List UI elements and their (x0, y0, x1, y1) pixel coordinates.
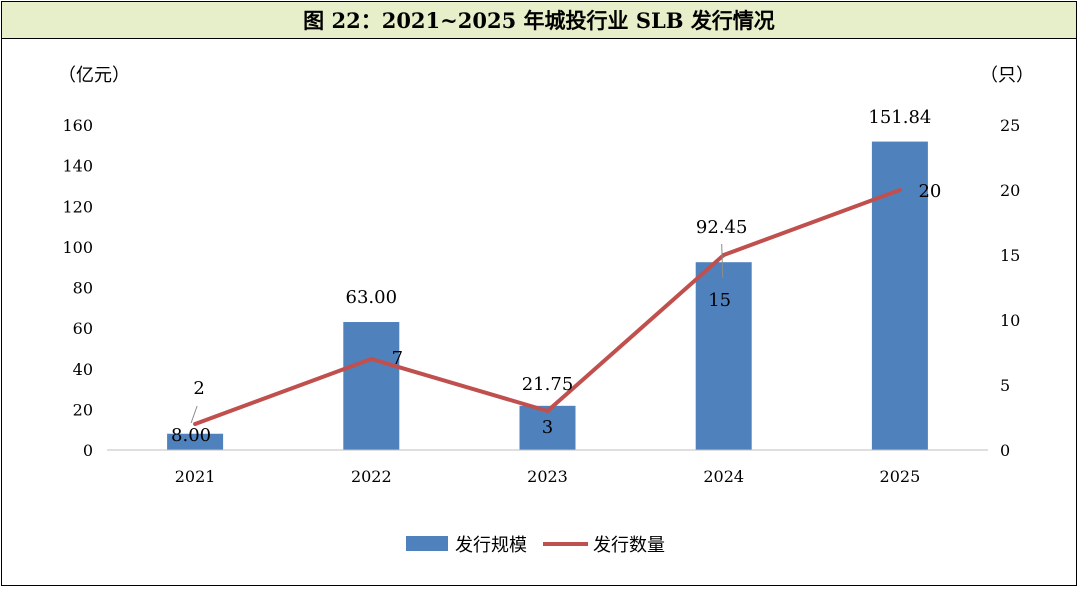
left-axis-tick-label: 40 (73, 360, 93, 379)
line-series (193, 188, 902, 426)
right-axis-tick-label: 25 (1000, 116, 1020, 135)
x-axis-tick-label: 2025 (880, 467, 921, 486)
x-axis-tick-label: 2021 (175, 467, 216, 486)
right-axis-tick-label: 15 (1000, 246, 1020, 265)
line-data-label: 3 (542, 417, 553, 438)
line-data-label: 2 (193, 378, 204, 399)
line-data-label: 20 (918, 181, 941, 202)
bar (343, 322, 400, 450)
line-point (193, 422, 198, 426)
left-axis-tick-label: 140 (62, 157, 93, 176)
legend-label-line: 发行数量 (593, 535, 665, 556)
leader-line (721, 243, 724, 279)
left-axis-tick-label: 20 (73, 400, 93, 419)
bar (167, 433, 224, 450)
left-axis-tick-label: 120 (62, 197, 93, 216)
right-axis-tick-label: 5 (1000, 376, 1010, 395)
line-point (897, 188, 902, 192)
line-data-labels: 2 7 3 15 20 (190, 181, 941, 438)
left-axis-tick-label: 160 (62, 116, 93, 135)
right-axis-unit: （只） (980, 65, 1034, 86)
right-axis-tick-label: 10 (1000, 311, 1020, 330)
line-point (721, 253, 726, 257)
x-axis: 2021 2022 2023 2024 2025 (175, 467, 921, 486)
bar-data-label: 151.84 (868, 107, 931, 128)
bar-data-label: 8.00 (171, 425, 211, 446)
left-axis-unit: （亿元） (58, 65, 130, 86)
line-point (369, 357, 374, 361)
left-axis-tick-label: 0 (83, 441, 93, 460)
legend: 发行规模 发行数量 (406, 535, 665, 556)
x-axis-tick-label: 2022 (351, 467, 392, 486)
left-axis-tick-label: 60 (73, 319, 93, 338)
left-axis-tick-label: 80 (73, 279, 93, 298)
bar-data-label: 63.00 (346, 287, 398, 308)
right-axis-tick-label: 20 (1000, 181, 1020, 200)
right-axis-tick-label: 0 (1000, 441, 1010, 460)
bar (871, 141, 928, 450)
bar-data-label: 92.45 (696, 217, 748, 238)
legend-label-bar: 发行规模 (455, 535, 527, 556)
right-axis: 0 5 10 15 20 25 (1000, 116, 1020, 460)
legend-swatch-bar (406, 536, 448, 551)
bar-data-label: 21.75 (522, 374, 574, 395)
line-data-label: 15 (708, 290, 731, 311)
bar-series (167, 141, 928, 450)
x-axis-tick-label: 2023 (527, 467, 568, 486)
line-data-label: 7 (392, 348, 403, 369)
leader-line (190, 405, 198, 424)
left-axis: 0 20 40 60 80 100 120 140 160 (62, 116, 93, 460)
figure-title: 图 22：2021~2025 年城投行业 SLB 发行情况 (2, 2, 1076, 39)
left-axis-tick-label: 100 (62, 238, 93, 257)
bar (519, 405, 576, 450)
x-axis-tick-label: 2024 (703, 467, 744, 486)
bar (695, 262, 752, 450)
line-point (545, 409, 550, 413)
bar-data-labels: 8.00 63.00 21.75 92.45 151.84 (171, 107, 931, 446)
